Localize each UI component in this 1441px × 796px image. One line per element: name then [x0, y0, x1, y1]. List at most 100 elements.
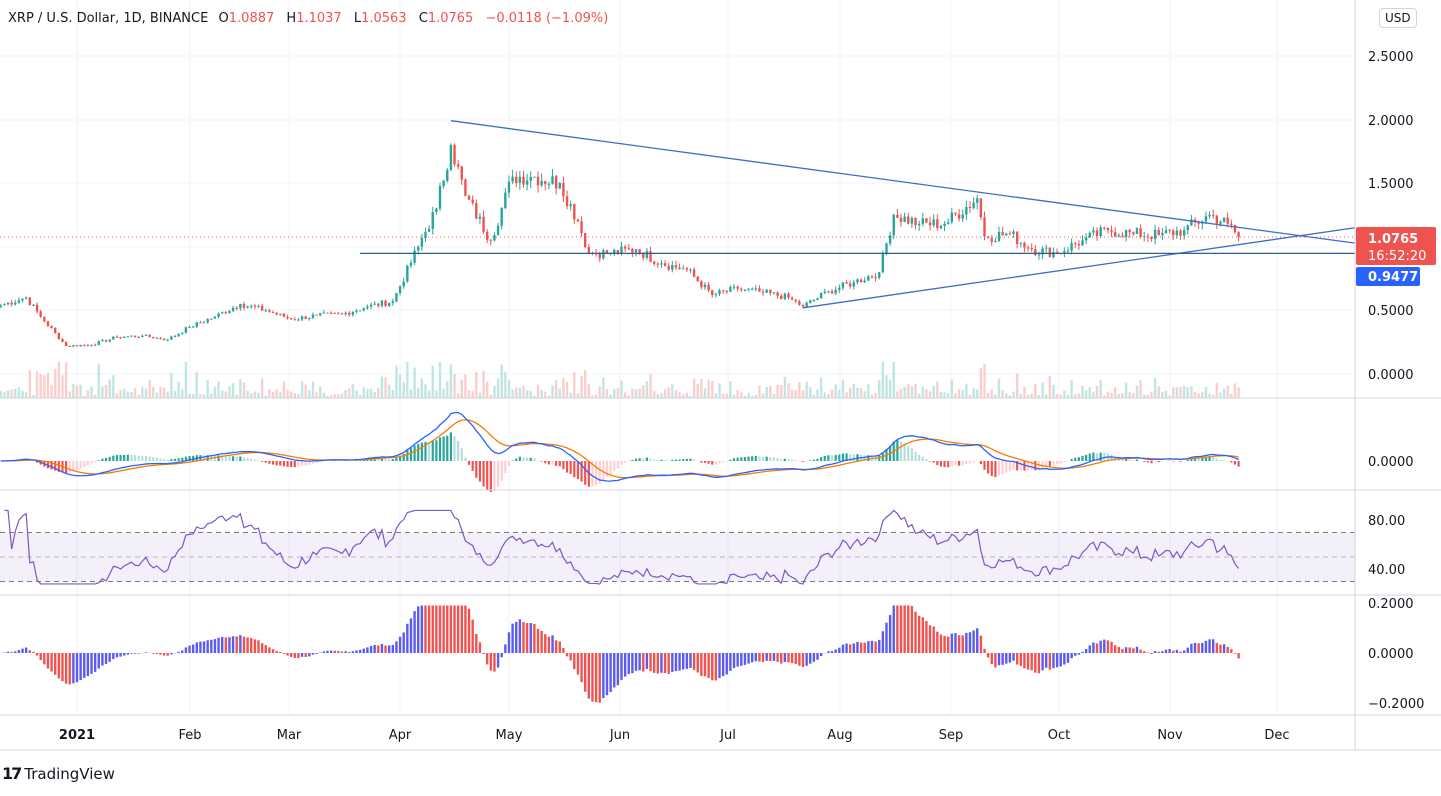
volume-bar: [6, 390, 10, 398]
oscillator-bar: [827, 651, 830, 653]
candle-body: [747, 288, 750, 290]
oscillator-bar: [1103, 639, 1106, 653]
oscillator-tick: 0.0000: [1368, 647, 1414, 662]
pane-separators[interactable]: [0, 0, 1441, 751]
trendlines[interactable]: [0, 120, 1356, 309]
candle-body: [141, 335, 144, 338]
volume-bar: [841, 379, 845, 398]
oscillator-bar: [326, 650, 329, 653]
macd-histogram-bar: [104, 457, 108, 461]
volume-bar: [340, 393, 344, 398]
price-axis[interactable]: 2.5000 2.0000 1.5000 0.5000 0.0000 0.0000 80.0…: [1368, 50, 1424, 712]
volume-bar: [649, 373, 652, 398]
macd-histogram-bar: [772, 457, 776, 461]
candle-body: [75, 345, 79, 347]
volume-bar: [638, 388, 641, 398]
macd-histogram-bar: [987, 461, 990, 474]
oscillator-bar: [504, 644, 507, 653]
candle-body: [43, 316, 46, 322]
volume-bar: [1008, 395, 1012, 398]
brand-name: TradingView: [24, 764, 115, 783]
volume-bar: [714, 393, 718, 398]
candle-body: [420, 237, 424, 247]
macd-histogram-bar: [852, 454, 855, 461]
oscillator-bar: [925, 620, 928, 653]
candle-body: [638, 249, 641, 253]
volume-bar: [235, 394, 238, 398]
oscillator-tick: 0.2000: [1368, 597, 1414, 612]
candle-body: [478, 216, 482, 219]
candle-body: [137, 336, 140, 338]
macd-histogram-bar: [838, 454, 841, 461]
volume-bar: [740, 392, 743, 398]
candle-body: [569, 204, 572, 207]
oscillator-bar: [242, 636, 246, 653]
candle-body: [758, 288, 761, 292]
macd-histogram-bar: [569, 461, 572, 474]
volume-bar: [783, 376, 787, 398]
candle-body: [932, 219, 935, 226]
candle-body: [6, 302, 10, 305]
candle-body: [696, 276, 699, 282]
candle-body: [562, 183, 565, 197]
candle-body: [271, 311, 275, 313]
volume-bar: [300, 381, 304, 398]
oscillator-bar: [965, 632, 968, 653]
candle-body: [816, 298, 819, 300]
macd-histogram-bar: [101, 458, 104, 461]
macd-histogram-bar: [496, 461, 500, 488]
candle-body: [874, 276, 877, 278]
oscillator-bar: [1204, 640, 1208, 653]
volume-bar: [976, 389, 979, 398]
candles: [0, 143, 1240, 348]
oscillator-bar: [391, 644, 395, 653]
candle-body: [14, 302, 17, 305]
oscillator-bar: [867, 641, 870, 653]
oscillator-bar: [943, 635, 946, 653]
volume-bar: [598, 386, 601, 398]
rsi-line: [4, 509, 1240, 585]
candle-body: [322, 312, 326, 314]
macd-histogram-bar: [758, 456, 761, 461]
oscillator-tick: −0.2000: [1368, 697, 1424, 712]
volume-bar: [1095, 385, 1099, 398]
volume-bar: [613, 389, 616, 398]
macd-histogram-bar: [1012, 461, 1015, 470]
volume-bar: [747, 392, 750, 398]
candle-body: [467, 195, 471, 200]
volume-bar: [1197, 393, 1200, 398]
oscillator-bar: [275, 651, 278, 653]
oscillator-bar: [1172, 650, 1175, 653]
oscillator-bar: [718, 653, 721, 679]
macd-histogram-bar: [304, 461, 307, 466]
candle-body: [750, 288, 754, 290]
volume-bar: [1201, 392, 1204, 398]
candle-body: [1074, 243, 1077, 245]
volume-bar: [1088, 387, 1091, 398]
candle-body: [819, 292, 823, 299]
oscillator-bar: [678, 653, 681, 671]
candle-body: [729, 287, 732, 292]
macd-histogram-bar: [271, 461, 275, 465]
volume-bar: [133, 388, 137, 398]
candle-body: [703, 284, 707, 288]
candle-body: [983, 217, 986, 237]
oscillator-bar: [1186, 647, 1189, 653]
candle-body: [1121, 235, 1124, 237]
time-axis[interactable]: 2021 Feb Mar Apr May Jun Jul Aug Sep Oct Nov Dec: [59, 728, 1290, 743]
oscillator-bar: [286, 653, 289, 656]
candle-body: [525, 180, 529, 185]
currency-button[interactable]: USD: [1379, 8, 1417, 28]
tradingview-brand[interactable]: 17 TradingView: [2, 764, 115, 783]
volume-bar: [279, 392, 282, 398]
candle-body: [1117, 235, 1121, 237]
volume-bar: [910, 386, 914, 398]
volume-bar: [1179, 386, 1182, 398]
candle-body: [195, 322, 198, 327]
candle-body: [453, 144, 456, 165]
candle-body: [830, 291, 834, 294]
volume-bar: [148, 380, 151, 398]
oscillator-bar: [21, 648, 24, 653]
volume-bar: [1161, 391, 1164, 398]
